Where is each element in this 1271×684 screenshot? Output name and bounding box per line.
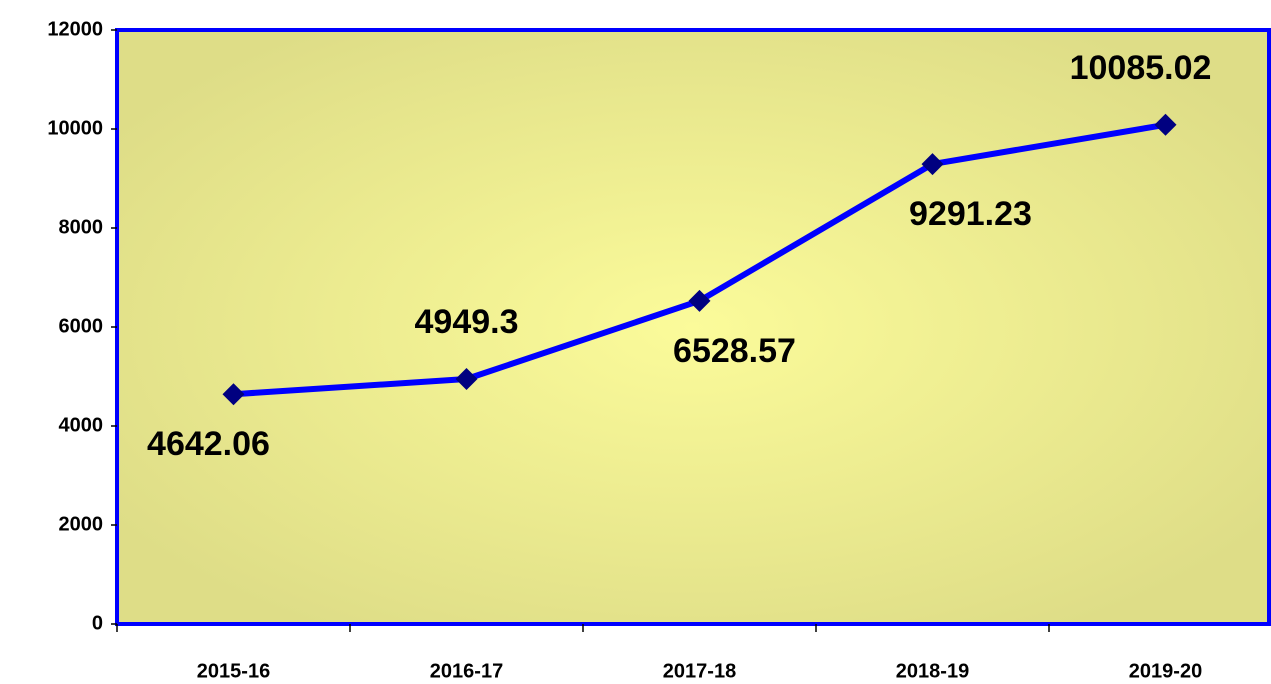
- marker: [455, 368, 478, 391]
- y-tick-label: 12000: [47, 18, 103, 40]
- data-label: 6528.57: [673, 332, 796, 370]
- x-tick-label: 2015-16: [197, 660, 270, 682]
- x-tick-label: 2019-20: [1129, 660, 1202, 682]
- y-tick-label: 8000: [59, 216, 104, 238]
- x-tick-label: 2017-18: [663, 660, 736, 682]
- x-tick-label: 2018-19: [896, 660, 969, 682]
- data-label: 9291.23: [909, 195, 1032, 233]
- data-label: 4949.3: [415, 303, 519, 341]
- data-label: 4642.06: [147, 425, 270, 463]
- marker: [1154, 113, 1177, 136]
- x-tick-label: 2016-17: [430, 660, 503, 682]
- y-tick-label: 10000: [47, 117, 103, 139]
- y-tick-label: 6000: [59, 315, 104, 337]
- marker: [688, 289, 711, 312]
- y-tick-label: 2000: [59, 513, 104, 535]
- marker: [222, 383, 245, 406]
- y-tick-label: 4000: [59, 414, 104, 436]
- data-label: 10085.02: [1070, 49, 1212, 87]
- marker: [921, 153, 944, 176]
- plot-area: [115, 28, 1271, 626]
- y-tick-label: 0: [92, 612, 103, 634]
